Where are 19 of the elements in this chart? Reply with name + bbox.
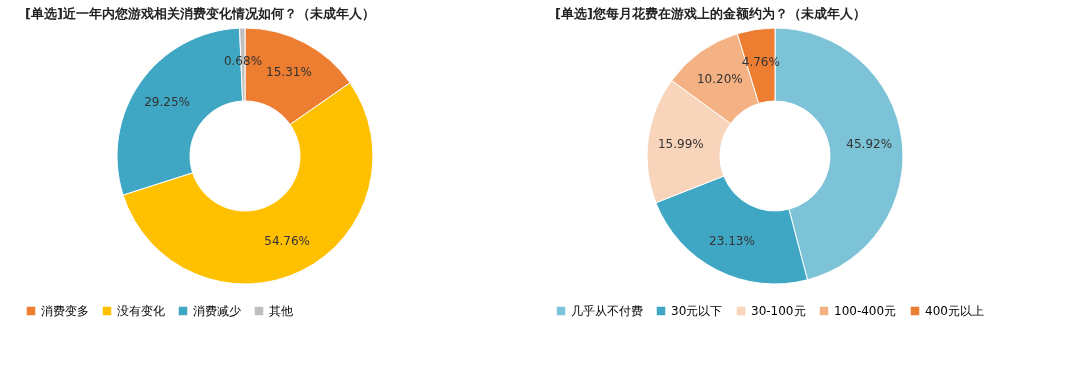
data-label: 45.92%: [846, 136, 893, 151]
data-label: 15.31%: [266, 64, 312, 79]
legend-label: 消费变多: [41, 304, 89, 318]
data-label: 10.20%: [696, 71, 743, 86]
data-label: 29.25%: [144, 94, 190, 109]
legend-label: 消费减少: [193, 304, 241, 318]
data-label: 0.68%: [223, 54, 263, 69]
legend-label: 400元以上: [925, 304, 984, 318]
legend-label: 其他: [269, 304, 293, 318]
legend-label: 30元以下: [671, 304, 723, 318]
data-label: 15.99%: [657, 136, 704, 151]
data-label: 23.13%: [709, 233, 755, 248]
legend-label: 100-400元: [834, 304, 897, 318]
legend-label: 30-100元: [751, 304, 806, 318]
chart-title: [单选]您每月花费在游戏上的金额约为？（未成年人）: [555, 6, 866, 21]
legend-label: 没有变化: [117, 304, 165, 318]
legend-label: 几乎从不付费: [571, 304, 643, 318]
chart-title: [单选]近一年内您游戏相关消费变化情况如何？（未成年人）: [25, 6, 375, 21]
data-label: 54.76%: [264, 234, 310, 249]
